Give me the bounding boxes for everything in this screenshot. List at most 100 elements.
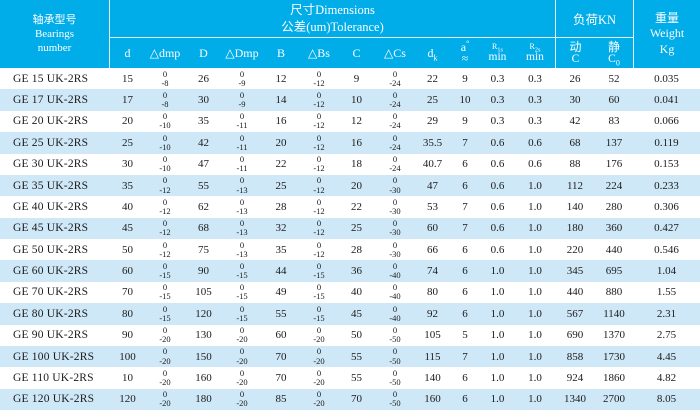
cell-dmp-tolerance: 0 -15	[159, 260, 171, 281]
cell-static-load-c0: 880	[605, 286, 623, 299]
cell-dynamic-load-c: 112	[566, 179, 584, 192]
column-header-dmp-tolerance: △dmp	[149, 45, 181, 60]
cell-a-angle: 9	[462, 115, 468, 128]
column-header-B: B	[276, 45, 285, 60]
cell-Cs-tolerance: 0 -30	[389, 239, 401, 259]
cell-dk: 60	[427, 222, 438, 235]
cell-weight-kg: 4.82	[656, 371, 677, 384]
cell-r1s-min: 1.0	[490, 371, 505, 384]
cell-dynamic-load-c: 858	[566, 350, 584, 363]
cell-Bs-tolerance: 0 -12	[313, 68, 325, 88]
cell-r2s-min: 0.3	[528, 94, 542, 107]
cell-Cs-tolerance: 0 -50	[389, 389, 401, 409]
cell-r2s-min: 0.6	[528, 136, 542, 149]
cell-r1s-min: 0.6	[490, 243, 505, 256]
cell-B: 16	[275, 115, 287, 128]
cell-bearing-model: GE 45 UK-2RS	[13, 222, 89, 235]
cell-dmp-tolerance: 0 -20	[159, 346, 171, 366]
cell-Dmp-tolerance: 0 -11	[236, 111, 248, 131]
cell-a-angle: 6	[462, 393, 468, 406]
cell-weight-kg: 0.427	[654, 222, 679, 235]
cell-weight-kg: 2.75	[656, 329, 677, 342]
cell-Cs-tolerance: 0 -30	[389, 175, 401, 195]
cell-Bs-tolerance: 0 -20	[313, 346, 325, 366]
column-header-D: D	[199, 45, 208, 60]
cell-dk: 140	[424, 371, 441, 384]
cell-Cs-tolerance: 0 -40	[389, 260, 401, 281]
cell-D: 120	[195, 307, 212, 320]
cell-bearing-model: GE 90 UK-2RS	[13, 329, 89, 342]
cell-dmp-tolerance: 0 -20	[159, 389, 171, 409]
cell-C: 45	[351, 307, 362, 320]
cell-Dmp-tolerance: 0 -20	[236, 389, 248, 409]
cell-d: 90	[122, 329, 133, 342]
cell-dmp-tolerance: 0 -20	[159, 367, 171, 387]
cell-d: 30	[122, 158, 133, 171]
cell-Dmp-tolerance: 0 -13	[236, 175, 248, 195]
cell-bearing-model: GE 50 UK-2RS	[13, 243, 89, 256]
cell-bearing-model: GE 30 UK-2RS	[13, 158, 89, 171]
cell-weight-kg: 1.04	[656, 265, 677, 278]
cell-C: 50	[351, 329, 362, 342]
cell-B: 14	[275, 94, 287, 107]
cell-r1s-min: 1.0	[490, 307, 505, 320]
cell-Cs-tolerance: 0 -24	[389, 68, 401, 88]
cell-a-angle: 7	[462, 222, 468, 235]
cell-dk: 53	[427, 200, 438, 213]
cell-Dmp-tolerance: 0 -11	[236, 132, 248, 152]
column-header-r2s-min: R2s min	[526, 41, 544, 64]
column-header-r1s-min: R1s min	[488, 41, 507, 64]
cell-r2s-min: 1.0	[528, 200, 542, 213]
cell-weight-kg: 0.119	[654, 136, 679, 149]
sub-header-row: d △dmp D △Dmp B △Bs C △Cs dk a° ≈ R1s min R2s min 动 C 静 C0	[110, 38, 633, 68]
column-header-Dmp-tolerance: △Dmp	[225, 45, 259, 60]
cell-C: 18	[351, 158, 362, 171]
cell-dmp-tolerance: 0 -20	[159, 325, 171, 345]
cell-C: 55	[351, 371, 362, 384]
cell-r2s-min: 0.3	[528, 115, 542, 128]
cell-B: 49	[275, 286, 287, 299]
cell-weight-kg: 0.041	[654, 94, 679, 107]
cell-dynamic-load-c: 68	[569, 136, 581, 149]
cell-static-load-c0: 695	[605, 265, 623, 278]
cell-Cs-tolerance: 0 -30	[389, 218, 401, 238]
cell-dk: 92	[427, 307, 438, 320]
cell-D: 130	[195, 329, 212, 342]
cell-a-angle: 10	[459, 94, 471, 107]
table-row: GE 40 UK-2RS 40 0 -12 62 0 -13 28 0 -12 22 0 -30 53 7 0…	[0, 196, 700, 218]
table-row: GE 90 UK-2RS 90 0 -20 130 0 -20 60 0 -20 50 0 -50 105…	[0, 324, 700, 346]
group-header-dimensions: 尺寸Dimensions 公差(um)Tolerance)	[110, 0, 555, 38]
cell-C: 25	[351, 222, 362, 235]
cell-D: 75	[198, 243, 209, 256]
cell-dynamic-load-c: 345	[566, 265, 584, 278]
cell-d: 40	[122, 200, 133, 213]
table-row: GE 70 UK-2RS 70 0 -15 105 0 -15 49 0 -15 40 0 -40 80 6…	[0, 281, 700, 304]
cell-a-angle: 5	[462, 329, 468, 342]
cell-dmp-tolerance: 0 -12	[159, 196, 171, 216]
cell-B: 20	[275, 136, 287, 149]
cell-dk: 40.7	[422, 158, 443, 171]
cell-D: 68	[198, 222, 209, 235]
cell-bearing-model: GE 35 UK-2RS	[13, 179, 89, 192]
cell-weight-kg: 0.035	[654, 72, 679, 85]
load-label: 负荷KN	[572, 13, 617, 27]
cell-C: 40	[351, 286, 362, 299]
bearings-number-label-en1: Bearings	[34, 27, 75, 40]
cell-B: 22	[275, 158, 287, 171]
cell-r2s-min: 0.6	[528, 158, 542, 171]
cell-r1s-min: 1.0	[490, 286, 505, 299]
cell-r2s-min: 1.0	[528, 393, 542, 406]
cell-r1s-min: 1.0	[490, 393, 505, 406]
cell-d: 50	[122, 243, 133, 256]
cell-bearing-model: GE 80 UK-2RS	[13, 307, 89, 320]
cell-r1s-min: 1.0	[490, 329, 505, 342]
cell-Cs-tolerance: 0 -50	[389, 325, 401, 345]
cell-B: 28	[275, 200, 287, 213]
cell-Cs-tolerance: 0 -40	[389, 282, 401, 302]
table-row: GE 25 UK-2RS 25 0 -10 42 0 -11 20 0 -12 16 0 -24 35.5…	[0, 132, 700, 154]
column-header-d: d	[124, 45, 131, 60]
cell-a-angle: 6	[462, 179, 468, 192]
cell-d: 35	[122, 179, 133, 192]
cell-static-load-c0: 1730	[603, 350, 625, 363]
